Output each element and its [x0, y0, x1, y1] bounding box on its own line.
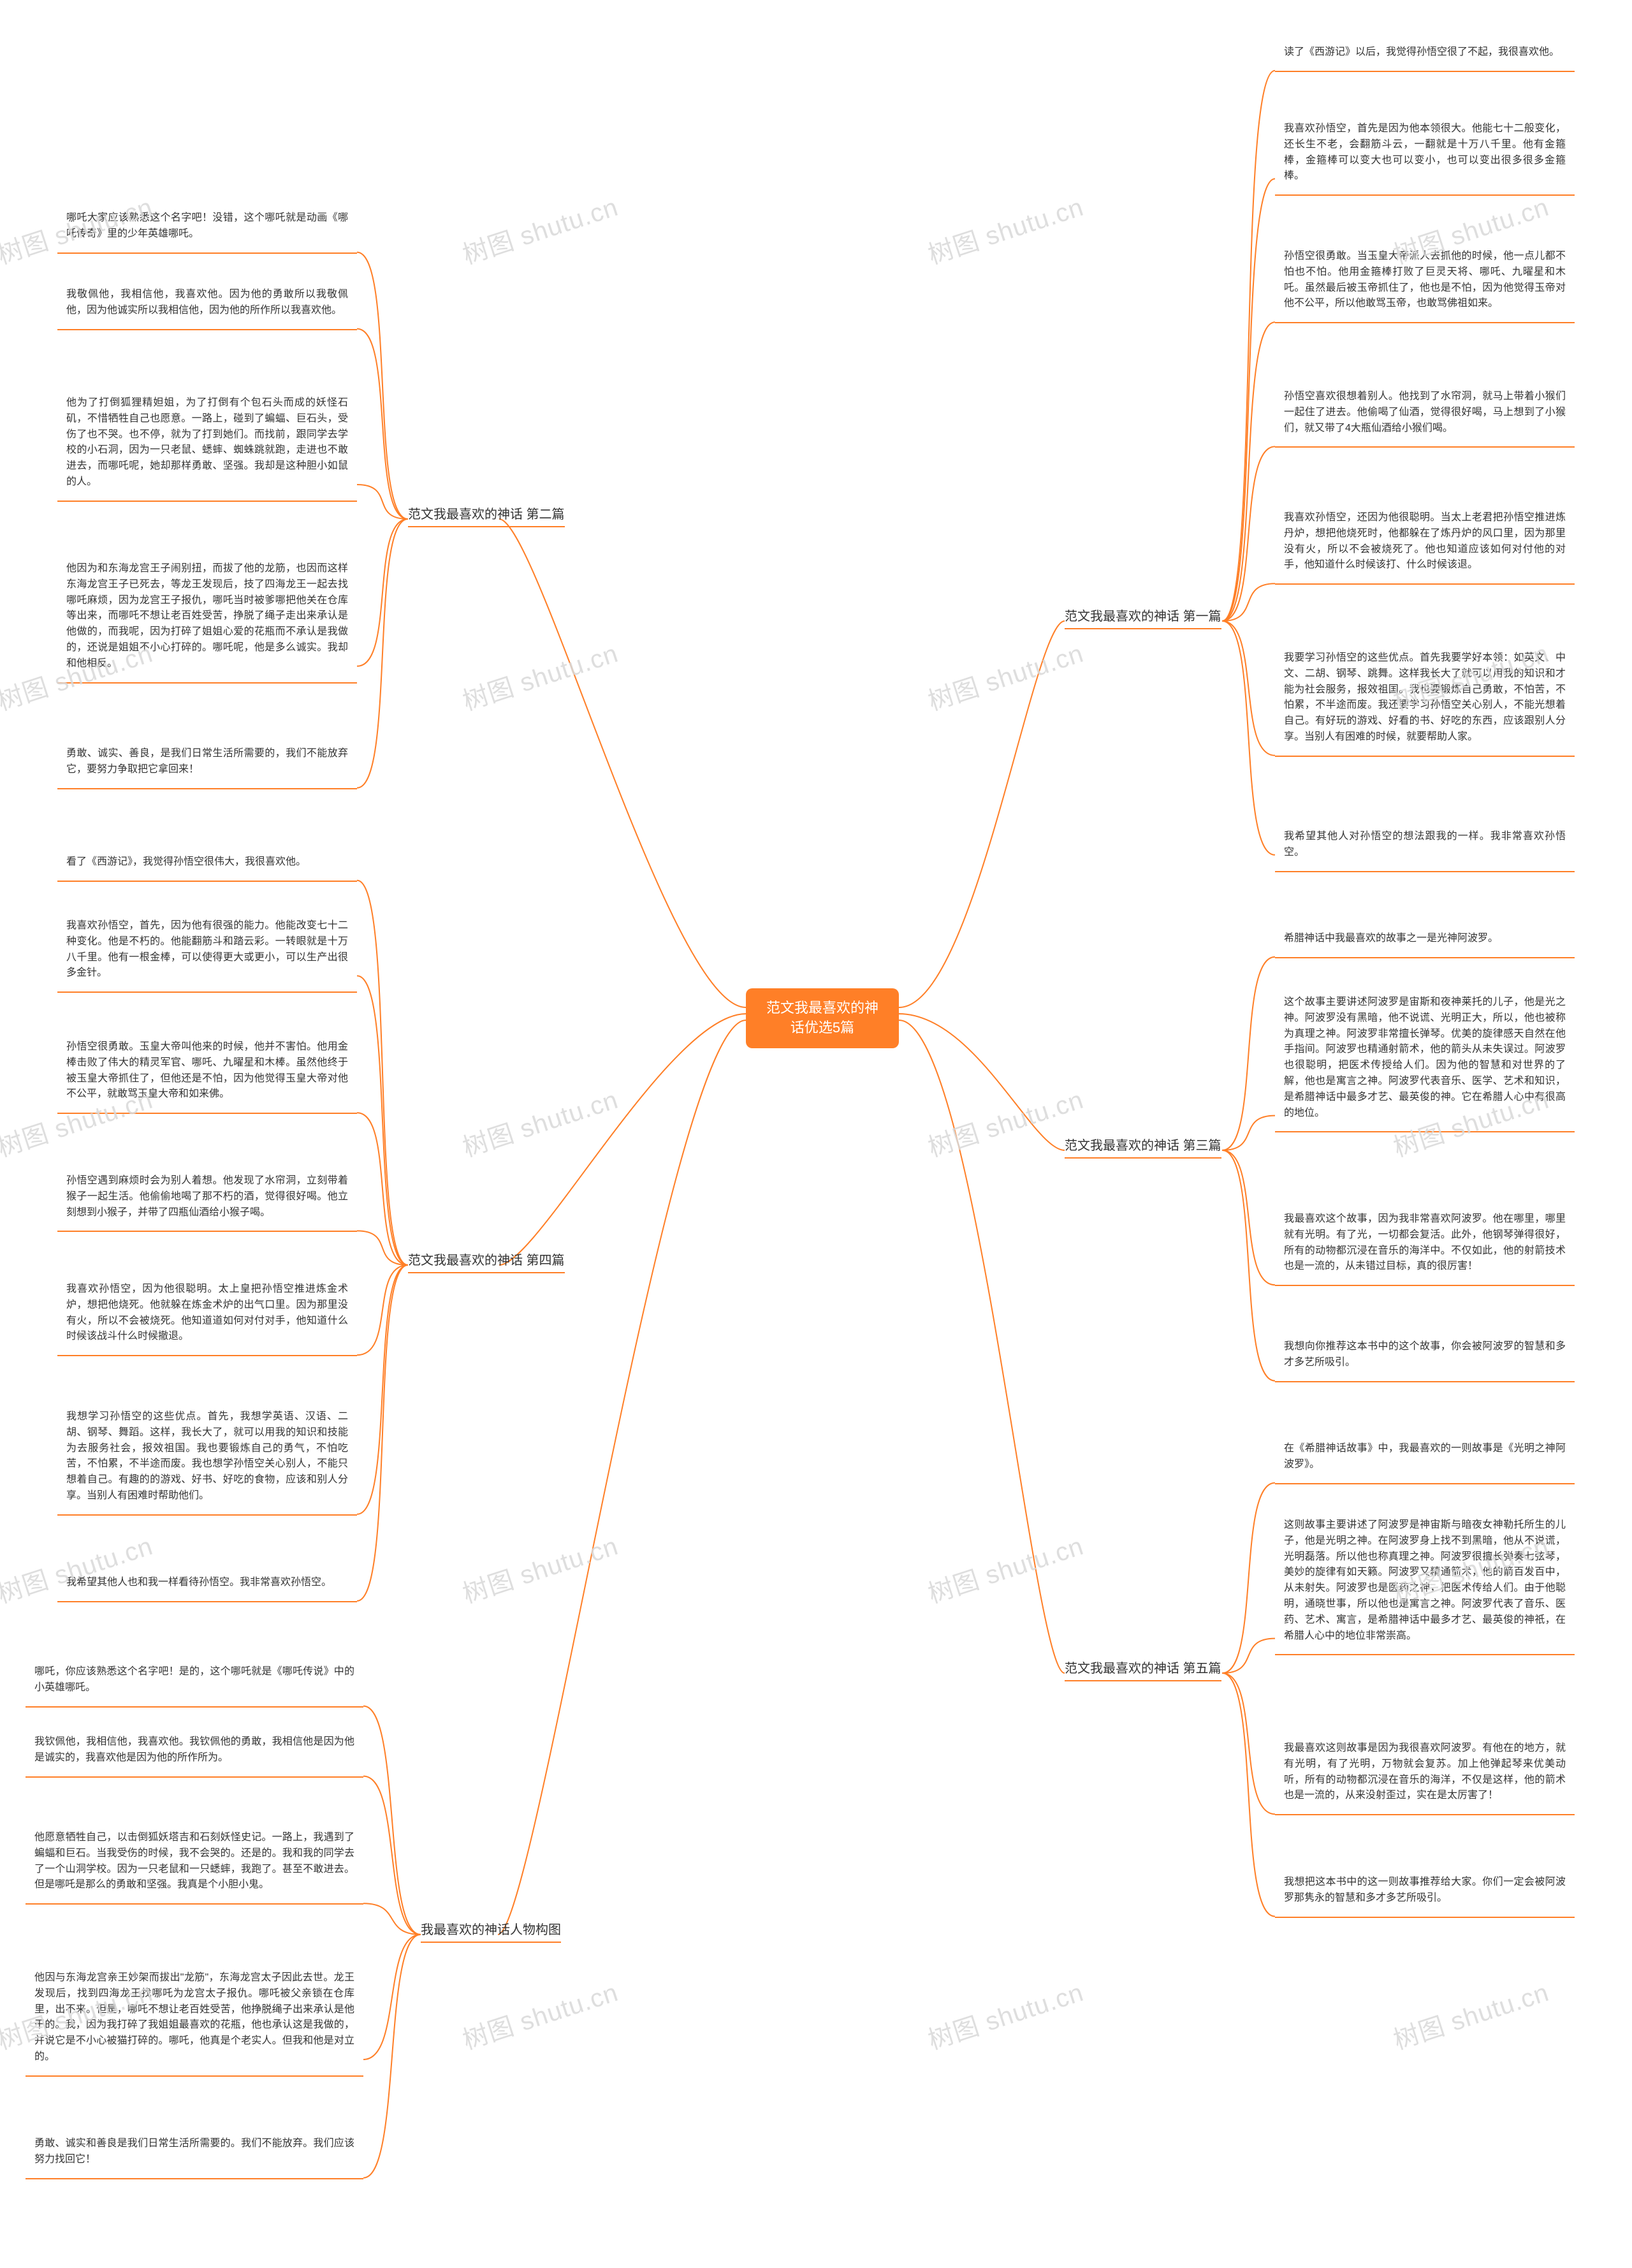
center-node: 范文我最喜欢的神话优选5篇 [746, 988, 899, 1048]
leaf-b1-4: 我喜欢孙悟空，还因为他很聪明。当太上老君把孙悟空推进炼丹炉，想把他烧死时，他都躲… [1275, 504, 1575, 585]
watermark: 树图 shutu.cn [922, 186, 1088, 271]
watermark: 树图 shutu.cn [922, 1972, 1088, 2056]
leaf-b2-3: 他因为和东海龙宫王子闹别扭，而拔了他的龙筋，也因而这样东海龙宫王子已死去，等龙王… [57, 555, 357, 684]
leaf-b6-2: 他愿意牺牲自己，以击倒狐妖塔吉和石刻妖怪史记。一路上，我遇到了蝙蝠和巨石。当我受… [26, 1824, 363, 1905]
leaf-b4-6: 我希望其他人也和我一样看待孙悟空。我非常喜欢孙悟空。 [57, 1569, 357, 1602]
leaf-b3-0: 希腊神话中我最喜欢的故事之一是光神阿波罗。 [1275, 925, 1575, 958]
watermark: 树图 shutu.cn [1388, 1972, 1553, 2056]
branch-label-b1: 范文我最喜欢的神话 第一篇 [1065, 606, 1221, 629]
branch-label-b3: 范文我最喜欢的神话 第三篇 [1065, 1135, 1221, 1159]
watermark: 树图 shutu.cn [457, 1079, 622, 1164]
leaf-b4-0: 看了《西游记》，我觉得孙悟空很伟大，我很喜欢他。 [57, 848, 357, 882]
leaf-b2-1: 我敬佩他，我相信他，我喜欢他。因为他的勇敢所以我敬佩他，因为他诚实所以我相信他，… [57, 281, 357, 330]
leaf-b5-0: 在《希腊神话故事》中，我最喜欢的一则故事是《光明之神阿波罗》。 [1275, 1435, 1575, 1484]
watermark: 树图 shutu.cn [922, 1525, 1088, 1610]
leaf-b6-1: 我钦佩他，我相信他，我喜欢他。我钦佩他的勇敢，我相信他是因为他是诚实的，我喜欢他… [26, 1728, 363, 1778]
watermark: 树图 shutu.cn [457, 186, 622, 271]
branch-label-b5: 范文我最喜欢的神话 第五篇 [1065, 1658, 1221, 1681]
leaf-b6-0: 哪吒，你应该熟悉这个名字吧！是的，这个哪吒就是《哪吒传说》中的小英雄哪吒。 [26, 1658, 363, 1708]
leaf-b4-3: 孙悟空遇到麻烦时会为别人着想。他发现了水帘洞，立刻带着猴子一起生活。他偷偷地喝了… [57, 1167, 357, 1232]
leaf-b3-3: 我想向你推荐这本书中的这个故事，你会被阿波罗的智慧和多才多艺所吸引。 [1275, 1333, 1575, 1382]
leaf-b1-5: 我要学习孙悟空的这些优点。首先我要学好本领：如英文、中文、二胡、钢琴、跳舞。这样… [1275, 644, 1575, 757]
leaf-b2-0: 哪吒大家应该熟悉这个名字吧！没错，这个哪吒就是动画《哪吒传奇》里的少年英雄哪吒。 [57, 204, 357, 254]
leaf-b4-1: 我喜欢孙悟空，首先，因为他有很强的能力。他能改变七十二种变化。他是不朽的。他能翻… [57, 912, 357, 993]
leaf-b6-3: 他因与东海龙宫亲王妙架而拔出"龙筋"，东海龙宫太子因此去世。龙王发现后，找到四海… [26, 1964, 363, 2077]
watermark: 树图 shutu.cn [457, 1972, 622, 2056]
leaf-b1-6: 我希望其他人对孙悟空的想法跟我的一样。我非常喜欢孙悟空。 [1275, 823, 1575, 872]
leaf-b4-2: 孙悟空很勇敢。玉皇大帝叫他来的时候，他并不害怕。他用金棒击败了伟大的精灵军官、哪… [57, 1033, 357, 1114]
connector-layer [0, 0, 1632, 2268]
branch-label-b2: 范文我最喜欢的神话 第二篇 [408, 504, 565, 527]
leaf-b1-0: 读了《西游记》以后，我觉得孙悟空很了不起，我很喜欢他。 [1275, 38, 1575, 72]
leaf-b1-1: 我喜欢孙悟空，首先是因为他本领很大。他能七十二般变化，还长生不老，会翻筋斗云，一… [1275, 115, 1575, 196]
watermark: 树图 shutu.cn [922, 633, 1088, 717]
leaf-b3-2: 我最喜欢这个故事，因为我非常喜欢阿波罗。他在哪里，哪里就有光明。有了光，一切都会… [1275, 1205, 1575, 1286]
leaf-b1-3: 孙悟空喜欢很想着别人。他找到了水帘洞，就马上带着小猴们一起住了进去。他偷喝了仙酒… [1275, 383, 1575, 448]
leaf-b4-4: 我喜欢孙悟空，因为他很聪明。太上皇把孙悟空推进炼金术炉，想把他烧死。他就躲在炼金… [57, 1275, 357, 1356]
center-text: 范文我最喜欢的神话优选5篇 [766, 1000, 878, 1035]
leaf-b5-2: 我最喜欢这则故事是因为我很喜欢阿波罗。有他在的地方，就有光明，有了光明，万物就会… [1275, 1734, 1575, 1815]
leaf-b1-2: 孙悟空很勇敢。当玉皇大帝派人去抓他的时候，他一点儿都不怕也不怕。他用金箍棒打败了… [1275, 242, 1575, 323]
leaf-b4-5: 我想学习孙悟空的这些优点。首先，我想学英语、汉语、二胡、钢琴、舞蹈。这样，我长大… [57, 1403, 357, 1516]
leaf-b5-1: 这则故事主要讲述了阿波罗是神宙斯与暗夜女神勒托所生的儿子，他是光明之神。在阿波罗… [1275, 1511, 1575, 1655]
branch-label-b6: 我最喜欢的神话人物构图 [421, 1919, 561, 1943]
leaf-b3-1: 这个故事主要讲述阿波罗是宙斯和夜神莱托的儿子，他是光之神。阿波罗没有黑暗，他不说… [1275, 988, 1575, 1132]
leaf-b2-2: 他为了打倒狐狸精妲姐，为了打倒有个包石头而成的妖怪石矶，不惜牺牲自己也愿意。一路… [57, 389, 357, 502]
leaf-b5-3: 我想把这本书中的这一则故事推荐给大家。你们一定会被阿波罗那隽永的智慧和多才多艺所… [1275, 1868, 1575, 1918]
leaf-b6-4: 勇敢、诚实和善良是我们日常生活所需要的。我们不能放弃。我们应该努力找回它！ [26, 2130, 363, 2179]
leaf-b2-4: 勇敢、诚实、善良，是我们日常生活所需要的，我们不能放弃它，要努力争取把它拿回来！ [57, 740, 357, 789]
watermark: 树图 shutu.cn [457, 633, 622, 717]
watermark: 树图 shutu.cn [457, 1525, 622, 1610]
watermark: 树图 shutu.cn [922, 1079, 1088, 1164]
branch-label-b4: 范文我最喜欢的神话 第四篇 [408, 1250, 565, 1273]
